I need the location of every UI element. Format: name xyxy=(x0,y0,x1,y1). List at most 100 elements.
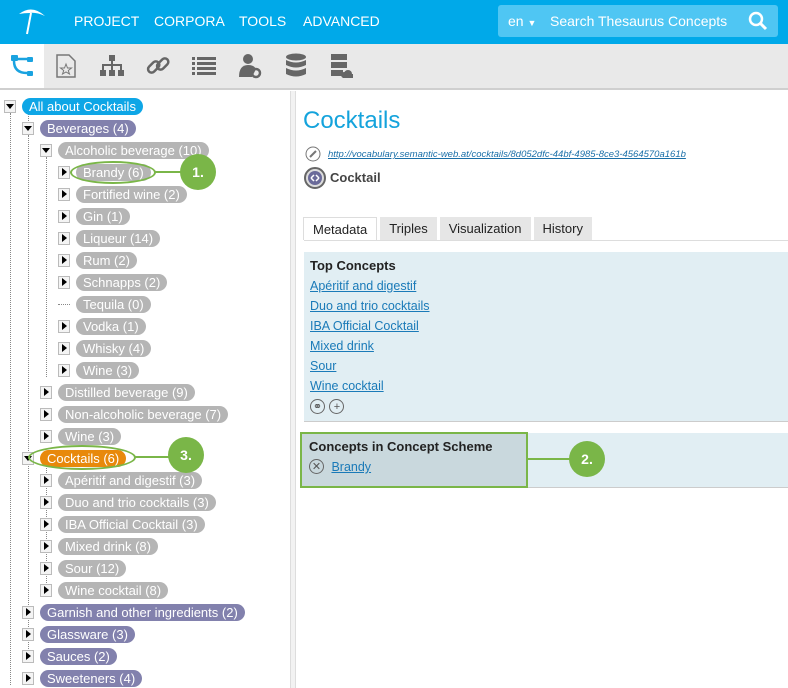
expand-toggle-icon[interactable] xyxy=(40,385,52,399)
expand-toggle-icon[interactable] xyxy=(58,319,70,333)
tab-visualization[interactable]: Visualization xyxy=(439,217,531,240)
collapse-toggle-icon[interactable] xyxy=(22,121,34,135)
tab-metadata[interactable]: Metadata xyxy=(303,217,378,240)
scheme-heading: Concepts in Concept Scheme xyxy=(309,439,493,454)
org-chart-button[interactable] xyxy=(90,44,134,88)
nav-tools[interactable]: TOOLS xyxy=(239,13,287,29)
search-icon[interactable] xyxy=(748,11,768,31)
tree-node: Garnish and other ingredients (2) xyxy=(22,601,245,623)
language-select[interactable]: en ▼ xyxy=(508,13,536,29)
tree-node-label[interactable]: Sour (12) xyxy=(58,559,127,577)
umbrella-logo-icon[interactable] xyxy=(16,6,48,36)
tree-node: Duo and trio cocktails (3) xyxy=(40,491,216,513)
concepts-in-scheme-highlight: Concepts in Concept Scheme ✕ Brandy xyxy=(300,432,528,488)
tree-node-label[interactable]: Glassware (3) xyxy=(40,625,135,643)
panel-splitter[interactable] xyxy=(290,91,296,688)
tree-node: Tequila (0) xyxy=(58,293,151,315)
top-concept-link[interactable]: Duo and trio cocktails xyxy=(310,299,430,313)
tree-node-label[interactable]: Wine (3) xyxy=(58,427,122,445)
collapse-toggle-icon[interactable] xyxy=(4,99,16,113)
tab-history[interactable]: History xyxy=(533,217,592,240)
tree-node-label[interactable]: Beverages (4) xyxy=(40,119,136,137)
tree-node-label[interactable]: Mixed drink (8) xyxy=(58,537,158,555)
expand-toggle-icon[interactable] xyxy=(40,539,52,553)
tree-guide-line xyxy=(46,465,47,597)
expand-toggle-icon[interactable] xyxy=(40,429,52,443)
tree-guide-line xyxy=(28,113,29,663)
tree-node-label[interactable]: Non-alcoholic beverage (7) xyxy=(58,405,229,423)
tab-triples[interactable]: Triples xyxy=(380,217,437,240)
tree-node-label[interactable]: Liqueur (14) xyxy=(76,229,161,247)
tree-node-label[interactable]: Sauces (2) xyxy=(40,647,117,665)
tree-node-label[interactable]: Sweeteners (4) xyxy=(40,669,143,687)
tree-node-label[interactable]: IBA Official Cocktail (3) xyxy=(58,515,205,533)
tree-node: Glassware (3) xyxy=(22,623,135,645)
expand-toggle-icon[interactable] xyxy=(40,407,52,421)
tree-node-label[interactable]: Rum (2) xyxy=(76,251,137,269)
expand-toggle-icon[interactable] xyxy=(40,517,52,531)
expand-toggle-icon[interactable] xyxy=(58,231,70,245)
tree-node-label[interactable]: Garnish and other ingredients (2) xyxy=(40,603,245,621)
concept-scheme-button[interactable] xyxy=(44,44,88,88)
remove-concept-icon[interactable]: ✕ xyxy=(309,459,324,475)
expand-toggle-icon[interactable] xyxy=(58,253,70,267)
tree-node-label[interactable]: Vodka (1) xyxy=(76,317,146,335)
hierarchy-tree-icon xyxy=(11,55,33,76)
top-concept-link[interactable]: Wine cocktail xyxy=(310,379,384,393)
expand-toggle-icon[interactable] xyxy=(40,495,52,509)
search-input[interactable]: Search Thesaurus Concepts xyxy=(550,13,728,29)
tree-node-label[interactable]: Alcoholic beverage (10) xyxy=(58,141,209,159)
tree-node-label[interactable]: Duo and trio cocktails (3) xyxy=(58,493,216,511)
annotation-badge-2: 2. xyxy=(569,441,605,477)
add-concept-icon[interactable]: + xyxy=(329,399,345,415)
tree-node-label[interactable]: Wine (3) xyxy=(76,361,140,379)
tree-node: Sweeteners (4) xyxy=(22,667,143,688)
nav-corpora[interactable]: CORPORA xyxy=(154,13,225,29)
expand-toggle-icon[interactable] xyxy=(22,671,34,685)
tree-node: Wine (3) xyxy=(58,359,140,381)
nav-advanced[interactable]: ADVANCED xyxy=(303,13,380,29)
nav-project[interactable]: PROJECT xyxy=(74,13,140,29)
tree-node: Alcoholic beverage (10) xyxy=(40,139,209,161)
expand-toggle-icon[interactable] xyxy=(40,583,52,597)
tree-node-label[interactable]: Apéritif and digestif (3) xyxy=(58,471,203,489)
expand-toggle-icon[interactable] xyxy=(58,165,70,179)
expand-toggle-icon[interactable] xyxy=(58,363,70,377)
expand-toggle-icon[interactable] xyxy=(58,187,70,201)
top-concept-link[interactable]: Sour xyxy=(310,359,337,373)
tree-node: Schnapps (2) xyxy=(58,271,168,293)
server-cloud-button[interactable] xyxy=(320,44,364,88)
expand-toggle-icon[interactable] xyxy=(22,627,34,641)
tree-node-label[interactable]: Schnapps (2) xyxy=(76,273,168,291)
expand-toggle-icon[interactable] xyxy=(58,209,70,223)
tree-node: Fortified wine (2) xyxy=(58,183,187,205)
top-concept-link[interactable]: IBA Official Cocktail xyxy=(310,319,419,333)
tree-node-label[interactable]: Tequila (0) xyxy=(76,295,151,313)
user-settings-button[interactable] xyxy=(228,44,272,88)
link-concept-icon[interactable]: ⚭ xyxy=(310,399,325,415)
link-button[interactable] xyxy=(136,44,180,88)
tree-node-label[interactable]: Distilled beverage (9) xyxy=(58,383,195,401)
hierarchy-tree-button[interactable] xyxy=(0,44,44,88)
top-concept-link[interactable]: Apéritif and digestif xyxy=(310,279,417,293)
tree-node-label[interactable]: Gin (1) xyxy=(76,207,130,225)
expand-toggle-icon[interactable] xyxy=(22,605,34,619)
concept-uri-link[interactable]: http://vocabulary.semantic-web.at/cockta… xyxy=(328,149,686,160)
expand-toggle-icon[interactable] xyxy=(58,275,70,289)
tree-node-label[interactable]: Fortified wine (2) xyxy=(76,185,187,203)
expand-toggle-icon[interactable] xyxy=(58,341,70,355)
tree-node-label[interactable]: Wine cocktail (8) xyxy=(58,581,169,599)
tree-node-label[interactable]: All about Cocktails xyxy=(22,97,143,115)
database-button[interactable] xyxy=(274,44,318,88)
annotation-badge-1: 1. xyxy=(180,154,216,190)
collapse-toggle-icon[interactable] xyxy=(40,143,52,157)
list-button[interactable] xyxy=(182,44,226,88)
top-concept-link[interactable]: Mixed drink xyxy=(310,339,374,353)
expand-toggle-icon[interactable] xyxy=(40,561,52,575)
concept-tree: All about Cocktails Beverages (4) Alcoholi… xyxy=(0,91,291,688)
expand-toggle-icon[interactable] xyxy=(40,473,52,487)
tree-node-label[interactable]: Whisky (4) xyxy=(76,339,152,357)
expand-toggle-icon[interactable] xyxy=(22,649,34,663)
scheme-concept-link[interactable]: Brandy xyxy=(331,460,372,474)
edit-pencil-icon[interactable] xyxy=(305,146,321,162)
